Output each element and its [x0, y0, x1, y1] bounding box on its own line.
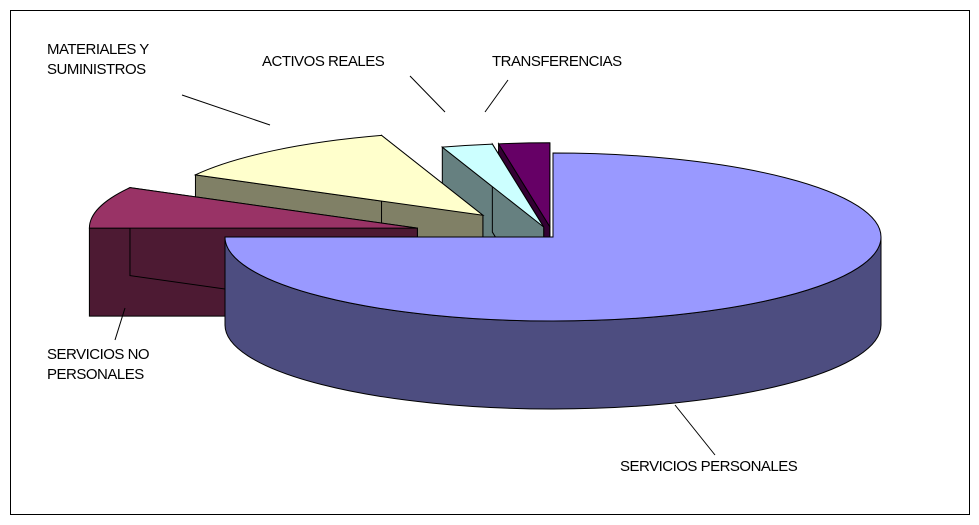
leader-line: [484, 79, 509, 113]
slice-label: MATERIALES Y SUMINISTROS: [47, 41, 149, 78]
leader-line: [674, 404, 716, 456]
slice-top: [88, 187, 418, 229]
slice-label: SERVICIOS PERSONALES: [620, 458, 798, 475]
slice-label: ACTIVOS REALES: [262, 53, 385, 70]
slice-label: TRANSFERENCIAS: [492, 53, 622, 70]
slice: [224, 152, 882, 410]
slice-top: [193, 134, 485, 217]
leader-line: [181, 94, 271, 126]
leader-line: [114, 307, 126, 341]
leaders: [114, 75, 716, 456]
slice-top: [440, 143, 545, 228]
slice-label: SERVICIOS NO PERSONALES: [47, 346, 150, 383]
pie: [88, 134, 882, 410]
slice-top: [497, 142, 551, 229]
slice-top: [224, 152, 882, 322]
leader-line: [409, 75, 446, 113]
